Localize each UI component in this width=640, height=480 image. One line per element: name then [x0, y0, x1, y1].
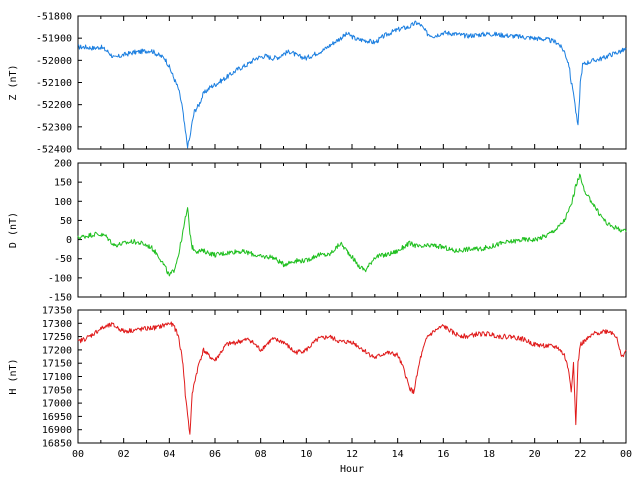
top-ytick-label: -51800 — [36, 12, 72, 23]
top-ytick-label: -52100 — [36, 78, 72, 89]
bottom-ytick-label: 17200 — [42, 345, 72, 356]
bottom-frame — [77, 309, 627, 444]
middle-series-line — [77, 173, 627, 277]
bottom-ytick-label: 17050 — [42, 385, 72, 396]
x-tick-label: 00 — [72, 449, 84, 460]
x-tick-label: 10 — [300, 449, 312, 460]
top-ytick-label: -52300 — [36, 122, 72, 133]
x-tick-label: 00 — [620, 449, 632, 460]
bottom-ytick-label: 17100 — [42, 372, 72, 383]
x-tick-label: 04 — [163, 449, 175, 460]
z-panel: -51800 -51900 -52000 -52100 -52200 -52300 -524… — [8, 12, 627, 156]
middle-ytick-label: 50 — [60, 216, 72, 227]
middle-ytick-label: 200 — [54, 159, 72, 170]
top-series-line — [77, 20, 627, 149]
middle-ytick-label: -100 — [48, 273, 72, 284]
x-tick-label: 16 — [437, 449, 449, 460]
h-panel: 17350 17300 17250 17200 17150 17100 17050 17000… — [8, 306, 632, 476]
x-tick-label: 06 — [209, 449, 221, 460]
top-ytick-label: -52000 — [36, 56, 72, 67]
x-tick-label: 08 — [255, 449, 267, 460]
bottom-ytick-label: 17000 — [42, 399, 72, 410]
bottom-ytick-label: 17350 — [42, 306, 72, 317]
top-ytick-label: -52200 — [36, 100, 72, 111]
top-ylabel: Z (nT) — [8, 64, 19, 100]
middle-ytick-label: -50 — [54, 254, 72, 265]
middle-ylabel: D (nT) — [8, 212, 19, 248]
middle-ytick-label: -150 — [48, 293, 72, 304]
middle-ytick-label: 100 — [54, 197, 72, 208]
bottom-ytick-label: 16900 — [42, 425, 72, 436]
middle-ytick-label: 0 — [66, 235, 72, 246]
middle-frame — [77, 162, 627, 298]
x-tick-label: 14 — [392, 449, 404, 460]
middle-ytick-label: 150 — [54, 178, 72, 189]
x-tick-label: 02 — [118, 449, 130, 460]
x-tick-label: 12 — [346, 449, 358, 460]
bottom-ylabel: H (nT) — [8, 358, 19, 394]
bottom-series-line — [77, 321, 627, 435]
x-axis-title: Hour — [340, 464, 364, 475]
bottom-ytick-label: 16850 — [42, 439, 72, 450]
x-tick-label: 22 — [574, 449, 586, 460]
bottom-ytick-label: 16950 — [42, 412, 72, 423]
top-ytick-label: -51900 — [36, 34, 72, 45]
top-ytick-label: -52400 — [36, 145, 72, 156]
x-tick-label: 20 — [529, 449, 541, 460]
bottom-ytick-label: 17300 — [42, 319, 72, 330]
x-tick-label: 18 — [483, 449, 495, 460]
bottom-ytick-label: 17250 — [42, 332, 72, 343]
d-panel: 200 150 100 50 0 -50 -100 -150 D (nT) — [8, 159, 627, 304]
bottom-ytick-label: 17150 — [42, 359, 72, 370]
